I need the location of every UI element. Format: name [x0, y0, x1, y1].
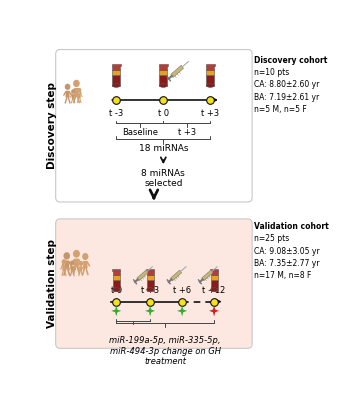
Bar [112, 66, 120, 70]
Circle shape [62, 259, 66, 264]
Bar [147, 280, 154, 290]
Text: t 0: t 0 [111, 286, 122, 295]
Bar [112, 64, 121, 66]
Bar [160, 75, 167, 86]
Polygon shape [71, 266, 74, 271]
Polygon shape [83, 261, 88, 268]
Bar [113, 280, 120, 290]
Polygon shape [145, 305, 155, 316]
Polygon shape [62, 265, 66, 271]
Text: t +12: t +12 [202, 286, 226, 295]
Text: BA: 7.35±2.77 yr: BA: 7.35±2.77 yr [253, 259, 319, 268]
Text: CA: 8.80±2.60 yr: CA: 8.80±2.60 yr [253, 80, 319, 89]
Polygon shape [77, 93, 81, 98]
Bar [206, 70, 214, 75]
Circle shape [71, 89, 75, 94]
Text: n=5 M, n=5 F: n=5 M, n=5 F [253, 105, 306, 114]
Polygon shape [79, 266, 82, 271]
Polygon shape [74, 88, 79, 96]
Text: t +3: t +3 [141, 286, 159, 295]
Polygon shape [137, 270, 148, 281]
Ellipse shape [206, 84, 214, 87]
Text: Discovery cohort: Discovery cohort [253, 56, 327, 65]
Text: 18 miRNAs: 18 miRNAs [139, 144, 188, 153]
Bar [206, 64, 215, 66]
Text: n=10 pts: n=10 pts [253, 68, 289, 77]
Text: t +3: t +3 [201, 109, 220, 118]
Ellipse shape [113, 288, 120, 292]
Text: t +6: t +6 [173, 286, 191, 295]
Bar [113, 276, 120, 280]
Text: Validation cohort: Validation cohort [253, 222, 328, 231]
Bar [211, 276, 218, 280]
Polygon shape [171, 65, 183, 78]
Bar [147, 276, 154, 280]
Bar [112, 75, 120, 86]
Circle shape [73, 80, 80, 87]
Text: Discovery step: Discovery step [47, 82, 57, 169]
Bar [147, 271, 154, 276]
Bar [160, 70, 167, 75]
Circle shape [64, 252, 70, 260]
Bar [113, 271, 120, 276]
Text: miR-199a-5p, miR-335-5p,
miR-494-3p change on GH
treatment: miR-199a-5p, miR-335-5p, miR-494-3p chan… [110, 336, 221, 366]
Bar [160, 66, 167, 70]
Circle shape [73, 250, 80, 258]
Ellipse shape [211, 288, 218, 292]
Bar [159, 64, 168, 66]
Circle shape [70, 260, 75, 266]
Text: BA: 7.19±2.61 yr: BA: 7.19±2.61 yr [253, 93, 319, 102]
FancyBboxPatch shape [56, 219, 252, 348]
Polygon shape [65, 91, 70, 97]
Polygon shape [177, 305, 187, 316]
Polygon shape [111, 305, 121, 316]
Bar [211, 271, 218, 276]
Text: t -3: t -3 [109, 109, 124, 118]
Polygon shape [64, 260, 69, 268]
Bar [206, 66, 214, 70]
Ellipse shape [112, 84, 120, 87]
Text: 8 miRNAs
selected: 8 miRNAs selected [141, 169, 185, 188]
Polygon shape [171, 270, 182, 281]
Bar [210, 269, 218, 271]
Polygon shape [74, 258, 79, 267]
Bar [112, 269, 120, 271]
Text: Baseline: Baseline [122, 128, 158, 137]
Bar [112, 70, 120, 75]
Circle shape [77, 88, 81, 92]
Text: t 0: t 0 [158, 109, 169, 118]
Ellipse shape [147, 288, 154, 292]
Polygon shape [72, 94, 75, 99]
Bar [206, 75, 214, 86]
Polygon shape [202, 270, 213, 281]
Polygon shape [209, 305, 219, 316]
Bar [211, 280, 218, 290]
Bar [146, 269, 154, 271]
Text: CA: 9.08±3.05 yr: CA: 9.08±3.05 yr [253, 247, 319, 256]
Text: t +3: t +3 [178, 128, 196, 137]
Text: Validation step: Validation step [47, 239, 57, 328]
FancyBboxPatch shape [56, 50, 252, 202]
Ellipse shape [160, 84, 167, 87]
Circle shape [65, 84, 70, 90]
Text: n=17 M, n=8 F: n=17 M, n=8 F [253, 271, 311, 280]
Circle shape [79, 261, 83, 266]
Text: n=25 pts: n=25 pts [253, 234, 289, 243]
Circle shape [82, 253, 89, 260]
